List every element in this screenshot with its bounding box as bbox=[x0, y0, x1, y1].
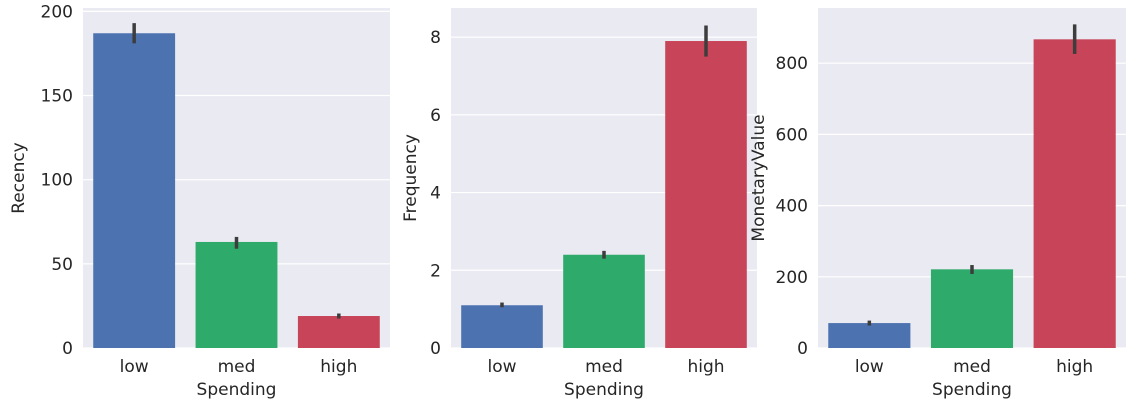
y-tick-label: 0 bbox=[430, 339, 441, 359]
y-tick-label: 8 bbox=[430, 28, 441, 48]
y-tick-label: 200 bbox=[776, 268, 808, 288]
x-tick-label: low bbox=[487, 357, 516, 377]
x-tick-label: low bbox=[855, 357, 884, 377]
bar-med bbox=[195, 241, 278, 348]
x-tick-label: med bbox=[218, 357, 256, 377]
x-tick-label: high bbox=[1056, 357, 1093, 377]
x-tick-label: high bbox=[320, 357, 357, 377]
x-tick-label: low bbox=[120, 357, 149, 377]
x-tick-label: med bbox=[585, 357, 623, 377]
x-axis-label: Spending bbox=[197, 380, 277, 400]
x-tick-label: med bbox=[953, 357, 991, 377]
y-tick-label: 800 bbox=[776, 54, 808, 74]
x-tick-label: high bbox=[687, 357, 724, 377]
bar-med bbox=[930, 269, 1014, 348]
y-axis-label: Frequency bbox=[401, 134, 421, 222]
x-axis-label: Spending bbox=[564, 380, 644, 400]
y-tick-label: 2 bbox=[430, 261, 441, 281]
y-tick-label: 0 bbox=[797, 339, 808, 359]
x-axis-label: Spending bbox=[932, 380, 1012, 400]
y-tick-label: 100 bbox=[41, 171, 73, 191]
bar-low bbox=[93, 33, 176, 348]
y-tick-label: 200 bbox=[41, 2, 73, 22]
y-tick-label: 0 bbox=[62, 339, 73, 359]
y-tick-label: 150 bbox=[41, 87, 73, 107]
y-tick-label: 6 bbox=[430, 106, 441, 126]
y-tick-label: 50 bbox=[51, 255, 73, 275]
y-axis-label: Recency bbox=[9, 142, 29, 214]
y-axis-label: MonetaryValue bbox=[749, 114, 769, 241]
bar-med bbox=[563, 254, 645, 348]
bar-low bbox=[828, 323, 911, 348]
bar-high bbox=[297, 316, 380, 348]
bar-high bbox=[665, 41, 747, 349]
y-tick-label: 600 bbox=[776, 125, 808, 145]
bar-high bbox=[1033, 39, 1116, 349]
y-tick-label: 400 bbox=[776, 197, 808, 217]
y-tick-label: 4 bbox=[430, 184, 441, 204]
bar-low bbox=[461, 305, 543, 348]
